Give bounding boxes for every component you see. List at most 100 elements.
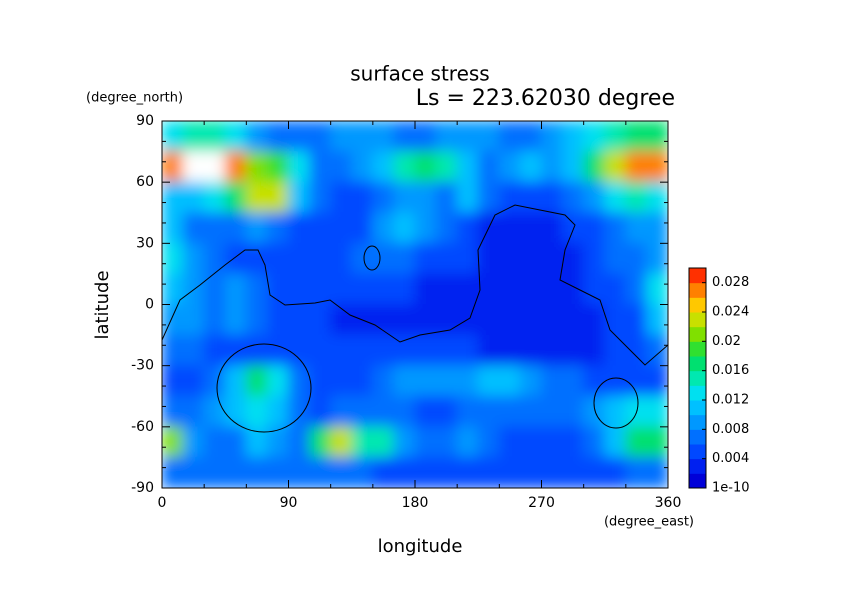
field-cell [182, 365, 205, 397]
field-cell [625, 334, 648, 367]
colorbar-tick-label: 1e-10 [712, 481, 750, 496]
field-cell [562, 426, 585, 458]
colorbar-tick-label: 0.028 [712, 275, 749, 290]
field-cell [498, 365, 521, 397]
field-cell [498, 212, 521, 244]
colorbar-band [689, 282, 706, 298]
field-cell [372, 456, 395, 488]
field-cell [224, 334, 247, 367]
field-cell [604, 456, 627, 488]
y-tick-label: 90 [136, 113, 154, 129]
field-cell [414, 181, 437, 214]
colorbar-band [689, 297, 706, 313]
colorbar-band [689, 385, 706, 401]
field-cell [203, 181, 226, 214]
field-cell [414, 334, 437, 367]
field-cell [477, 365, 500, 397]
field-cell [203, 426, 226, 458]
field-cell [309, 273, 332, 305]
field-cell [583, 212, 606, 244]
field-cell [498, 121, 521, 153]
field-cell [266, 426, 289, 458]
field-cell [456, 121, 479, 153]
field-cell [224, 181, 247, 214]
field-cell [435, 181, 458, 214]
field-cell [266, 334, 289, 367]
field-cell [435, 151, 458, 183]
field-cell [646, 334, 668, 367]
field-cell [309, 395, 332, 428]
field-cell [203, 151, 226, 183]
field-cell [435, 273, 458, 305]
field-cell [288, 242, 311, 275]
field-cell [288, 334, 311, 367]
field-cell [288, 456, 311, 488]
field-cell [393, 181, 416, 214]
field-cell [245, 426, 268, 458]
field-cell [498, 273, 521, 305]
field-cell [393, 121, 416, 153]
field-cell [646, 426, 668, 458]
colorbar-tick-label: 0.024 [712, 305, 749, 320]
field-cell [414, 365, 437, 397]
field-cell [646, 304, 668, 336]
field-cell [266, 304, 289, 336]
field-cell [646, 181, 668, 214]
colorbar-band [689, 268, 706, 284]
field-cell [351, 242, 374, 275]
x-tick-label: 180 [402, 495, 429, 511]
field-cell [541, 273, 564, 305]
field-cell [435, 426, 458, 458]
field-cell [604, 121, 627, 153]
field-cell [477, 304, 500, 336]
field-cell [224, 395, 247, 428]
field-cell [162, 273, 184, 305]
field-cell [498, 151, 521, 183]
field-cell [519, 365, 542, 397]
field-cell [541, 242, 564, 275]
field-cell [477, 334, 500, 367]
field-cell [245, 151, 268, 183]
field-cell [162, 242, 184, 275]
field-cell [266, 365, 289, 397]
field-cell [288, 151, 311, 183]
field-cell [288, 121, 311, 153]
topo-contour [216, 343, 312, 433]
field-cell [583, 181, 606, 214]
field-cell [162, 181, 184, 214]
colorbar-tick-label: 0.02 [712, 334, 741, 349]
field-cell [435, 242, 458, 275]
field-cell [583, 242, 606, 275]
field-cell [182, 456, 205, 488]
colorbar-band [689, 312, 706, 328]
field-cell [625, 426, 648, 458]
field-cell [456, 456, 479, 488]
field-cell [562, 334, 585, 367]
field-cell [162, 121, 184, 153]
field-cell [330, 365, 353, 397]
colorbar-tick-label: 0.004 [712, 451, 749, 466]
field-cell [162, 456, 184, 488]
field-cell [309, 456, 332, 488]
colorbar: 1e-10 0.004 0.008 0.012 0.016 0.02 0.024 0.028 [688, 267, 750, 496]
field-cell [266, 181, 289, 214]
colorbar-band [689, 444, 706, 460]
field-cell [414, 242, 437, 275]
field-cell [625, 456, 648, 488]
field-cell [351, 151, 374, 183]
field-cell [583, 365, 606, 397]
field-cell [351, 426, 374, 458]
field-cell [477, 181, 500, 214]
field-cell [330, 181, 353, 214]
field-cell [245, 121, 268, 153]
field-cell [266, 242, 289, 275]
field-cell [456, 395, 479, 428]
field-cell [162, 395, 184, 428]
field-cell [224, 426, 247, 458]
field-cell [456, 334, 479, 367]
x-tick-label: 0 [158, 495, 167, 511]
field-cell [330, 456, 353, 488]
field-cell [182, 242, 205, 275]
field-cell [288, 273, 311, 305]
field-cell [309, 151, 332, 183]
